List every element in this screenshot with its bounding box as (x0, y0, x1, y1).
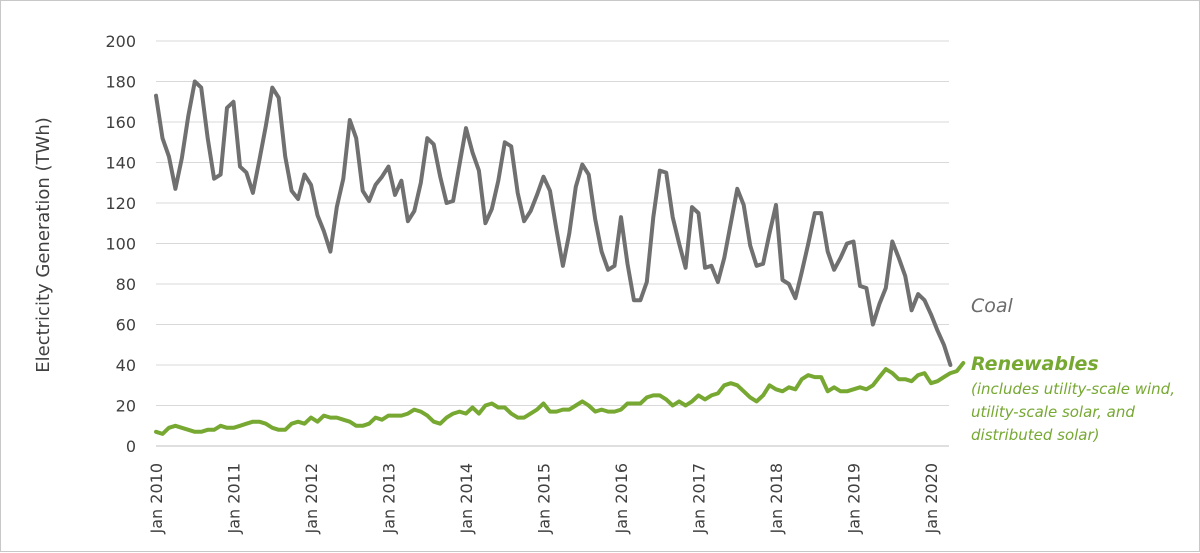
x-tick-label: Jan 2016 (612, 463, 631, 534)
y-tick-label: 40 (116, 356, 136, 375)
y-tick-label: 20 (116, 397, 136, 416)
x-tick-label: Jan 2012 (302, 463, 321, 534)
renewables-series-label: Renewables (971, 353, 1099, 375)
y-tick-label: 0 (126, 437, 136, 456)
y-tick-label: 160 (105, 113, 136, 132)
renewables-note-line-1: (includes utility-scale wind, (971, 380, 1175, 398)
y-axis-ticks: 0 20 40 60 80 100 120 140 160 180 200 (105, 32, 136, 456)
renewables-note-line-3: distributed solar) (971, 426, 1100, 444)
x-tick-label: Jan 2018 (767, 463, 786, 534)
x-tick-label: Jan 2011 (225, 463, 244, 534)
x-tick-label: Jan 2017 (690, 463, 709, 534)
series-lines (154, 79, 966, 436)
y-tick-label: 60 (116, 316, 136, 335)
x-tick-label: Jan 2015 (535, 463, 554, 534)
coal-series-label: Coal (971, 295, 1014, 317)
renewables-note-line-2: utility-scale solar, and (971, 403, 1135, 421)
y-tick-label: 80 (116, 275, 136, 294)
y-tick-label: 140 (105, 154, 136, 173)
y-tick-label: 100 (105, 235, 136, 254)
x-tick-label: Jan 2010 (147, 463, 166, 534)
x-tick-label: Jan 2013 (380, 463, 399, 534)
x-axis-ticks: Jan 2010 Jan 2011 Jan 2012 Jan 2013 Jan 2014… (147, 463, 941, 534)
y-tick-label: 120 (105, 194, 136, 213)
y-tick-label: 180 (105, 73, 136, 92)
x-tick-label: Jan 2020 (922, 463, 941, 534)
renewables-series-line (154, 361, 966, 436)
y-axis-label: Electricity Generation (TWh) (33, 117, 54, 373)
y-tick-label: 200 (105, 32, 136, 51)
x-tick-label: Jan 2019 (845, 463, 864, 534)
grid-lines (156, 40, 949, 447)
x-tick-label: Jan 2014 (457, 463, 476, 534)
coal-series-line (154, 79, 953, 367)
